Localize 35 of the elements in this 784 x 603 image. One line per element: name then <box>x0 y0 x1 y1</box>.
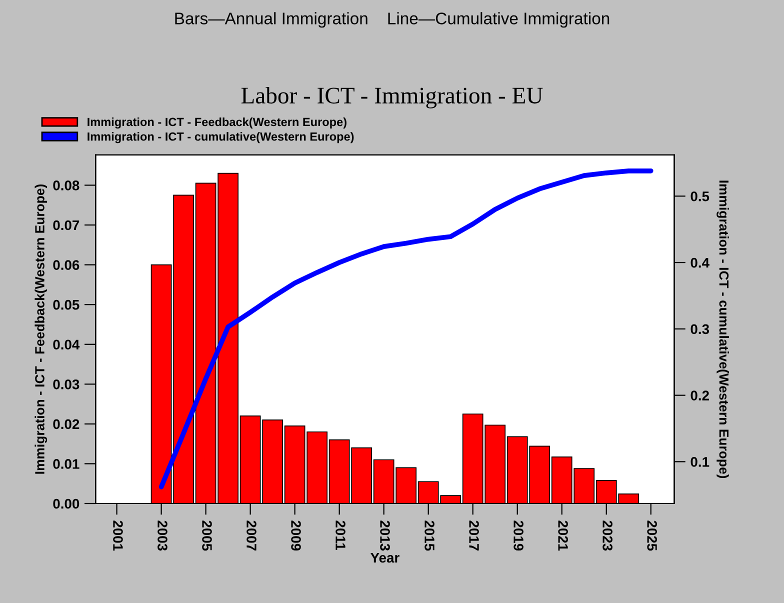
y2-axis-title: Immigration - ICT - cumulative(Western Europe) <box>716 180 729 478</box>
x-tick-label: 2015 <box>424 520 434 551</box>
y-tick-label: 0.05 <box>53 300 80 310</box>
x-tick-label: 2023 <box>602 520 612 551</box>
x-tick-label: 2009 <box>291 520 301 551</box>
line-series <box>158 168 654 490</box>
x-tick-label: 2021 <box>558 520 568 551</box>
x-tick-label: 2025 <box>647 520 657 551</box>
y2-tick-label: 0.1 <box>690 457 710 467</box>
y-tick-label: 0.07 <box>53 220 80 230</box>
x-tick-label: 2011 <box>336 520 346 550</box>
y2-tick-label: 0.2 <box>690 390 709 400</box>
y-tick-label: 0.03 <box>53 379 80 390</box>
y-tick-label: 0.02 <box>53 419 80 430</box>
x-tick-label: 2005 <box>202 520 212 551</box>
y-tick-label: 0.08 <box>53 180 80 190</box>
y-tick-label: 0.06 <box>53 260 80 270</box>
x-tick-label: 2013 <box>380 520 390 551</box>
y-tick-label: 0.00 <box>53 498 80 509</box>
x-tick-label: 2017 <box>469 520 479 550</box>
legend-label: Immigration - ICT - cumulative(Western Europe) <box>88 132 354 144</box>
y-tick-label: 0.01 <box>53 459 80 469</box>
y2-tick-label: 0.4 <box>690 258 710 268</box>
y-axis-title: Immigration - ICT - Feedback(Western Europe) <box>34 184 48 474</box>
x-tick-label: 2007 <box>246 520 256 550</box>
legend-label: Immigration - ICT - Feedback(Western Europe) <box>88 117 346 129</box>
y-tick-label: 0.04 <box>53 340 80 350</box>
x-tick-label: 2019 <box>514 520 524 551</box>
y2-tick-label: 0.3 <box>690 324 710 334</box>
y2-tick-label: 0.5 <box>690 191 710 202</box>
x-tick-label: 2003 <box>158 520 168 551</box>
x-axis-title: Year <box>370 552 400 563</box>
chart-subtitle: Bars—Annual Immigration Line—Cumulative Immigration <box>175 12 610 28</box>
x-tick-label: 2001 <box>113 520 123 551</box>
chart-title: Labor - ICT - Immigration - EU <box>241 86 543 108</box>
